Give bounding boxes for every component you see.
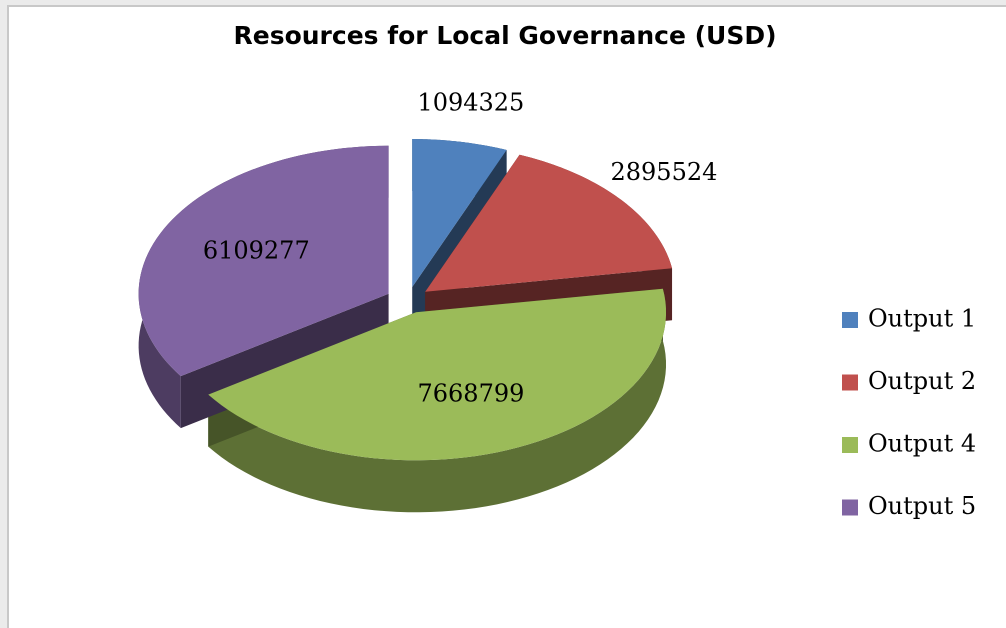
- legend-label: Output 4: [868, 430, 976, 458]
- chart-title: Resources for Local Governance (USD): [233, 21, 776, 50]
- slice: [208, 288, 666, 461]
- legend-swatch: [842, 437, 858, 453]
- slice: [138, 145, 389, 377]
- data-label: 7668799: [418, 379, 525, 407]
- data-label: 1094325: [417, 88, 524, 116]
- legend-label: Output 1: [868, 305, 976, 333]
- legend-label: Output 2: [868, 367, 976, 395]
- legend-swatch: [842, 312, 858, 328]
- legend-label: Output 5: [868, 492, 976, 520]
- slice: [425, 154, 673, 292]
- legend-swatch: [842, 499, 858, 516]
- legend-swatch: [842, 374, 858, 391]
- slice-side: [208, 288, 666, 513]
- data-label: 6109277: [203, 236, 310, 264]
- slice: [412, 139, 507, 288]
- data-label: 2895524: [610, 158, 717, 186]
